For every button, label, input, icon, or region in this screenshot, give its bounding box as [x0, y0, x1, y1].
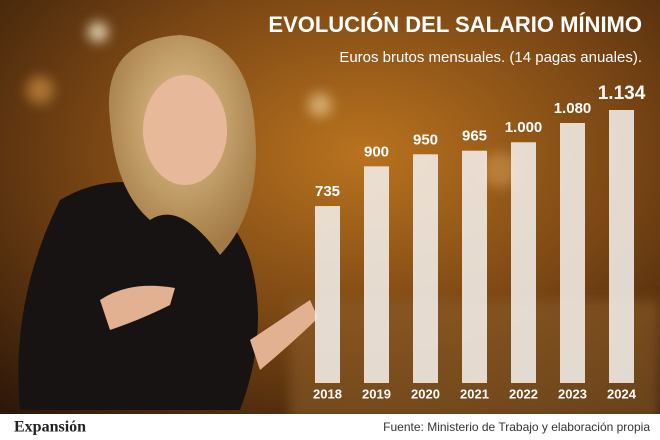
value-label: 900	[364, 143, 389, 160]
source: Fuente: Ministerio de Trabajo y elaborac…	[383, 420, 650, 434]
x-tick-label: 2023	[558, 386, 587, 401]
x-tick-label: 2018	[313, 386, 342, 401]
chart-subtitle: Euros brutos mensuales. (14 pagas anuale…	[339, 49, 642, 66]
x-tick-label: 2019	[362, 386, 391, 401]
bar	[364, 166, 389, 383]
footer-bar	[0, 414, 660, 440]
value-label: 735	[315, 183, 340, 200]
x-tick-label: 2024	[607, 386, 637, 401]
value-label: 1.134	[598, 83, 646, 104]
bar	[315, 206, 340, 383]
bar	[511, 142, 536, 383]
bar	[413, 154, 438, 383]
value-label: 965	[462, 128, 487, 145]
chart-title: EVOLUCIÓN DEL SALARIO MÍNIMO	[268, 12, 642, 37]
value-label: 950	[413, 131, 438, 148]
value-label: 1.000	[505, 119, 543, 136]
speaker-figure	[18, 35, 318, 410]
bar	[560, 123, 585, 383]
bar	[462, 150, 487, 383]
x-tick-label: 2022	[509, 386, 538, 401]
bar	[609, 110, 634, 383]
x-tick-label: 2020	[411, 386, 440, 401]
x-tick-label: 2021	[460, 386, 489, 401]
brand: Expansión	[14, 419, 86, 436]
value-label: 1.080	[554, 100, 592, 117]
